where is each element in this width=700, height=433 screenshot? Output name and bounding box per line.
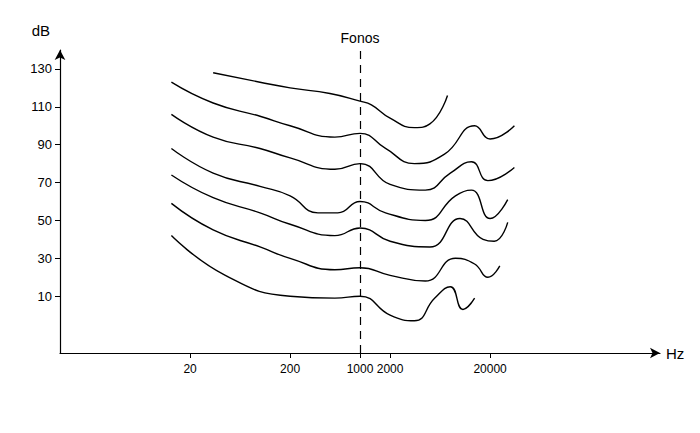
svg-text:200: 200 (280, 362, 300, 376)
svg-text:20: 20 (183, 362, 197, 376)
svg-text:dB: dB (32, 22, 50, 39)
svg-text:1000: 1000 (347, 362, 374, 376)
svg-text:130: 130 (30, 61, 52, 76)
svg-text:70: 70 (38, 175, 52, 190)
svg-text:10: 10 (38, 289, 52, 304)
svg-text:2000: 2000 (377, 362, 404, 376)
svg-text:Hz: Hz (666, 345, 684, 362)
svg-text:50: 50 (38, 213, 52, 228)
svg-text:Fonos: Fonos (341, 30, 380, 46)
svg-text:90: 90 (38, 137, 52, 152)
svg-text:110: 110 (31, 99, 52, 114)
svg-text:20000: 20000 (473, 362, 507, 376)
svg-text:30: 30 (38, 251, 52, 266)
